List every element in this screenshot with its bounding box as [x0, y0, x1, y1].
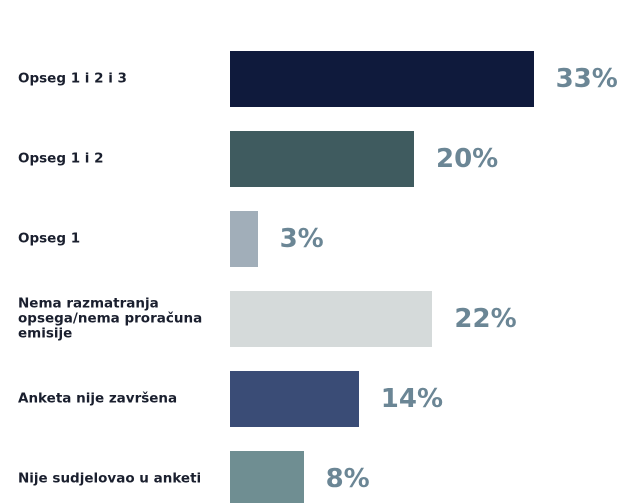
bar	[230, 131, 414, 187]
bar	[230, 291, 433, 347]
bar	[230, 451, 304, 503]
category-label: Opseg 1	[18, 230, 81, 247]
value-label: 33%	[555, 64, 618, 94]
category-label: Nije sudjelovao u anketi	[18, 470, 202, 487]
value-label: 8%	[325, 464, 370, 494]
value-label: 14%	[380, 384, 444, 414]
bar	[230, 211, 258, 267]
category-label: Opseg 1 i 2	[18, 150, 104, 167]
value-label: 3%	[279, 224, 324, 254]
value-label: 22%	[454, 304, 517, 334]
category-label: Nema razmatranja opsega/nema proračuna e…	[18, 295, 203, 342]
category-label: Anketa nije završena	[18, 390, 178, 407]
bar	[230, 371, 359, 427]
value-label: 20%	[436, 144, 499, 174]
bar	[230, 51, 534, 107]
category-label: Opseg 1 i 2 i 3	[18, 70, 127, 87]
